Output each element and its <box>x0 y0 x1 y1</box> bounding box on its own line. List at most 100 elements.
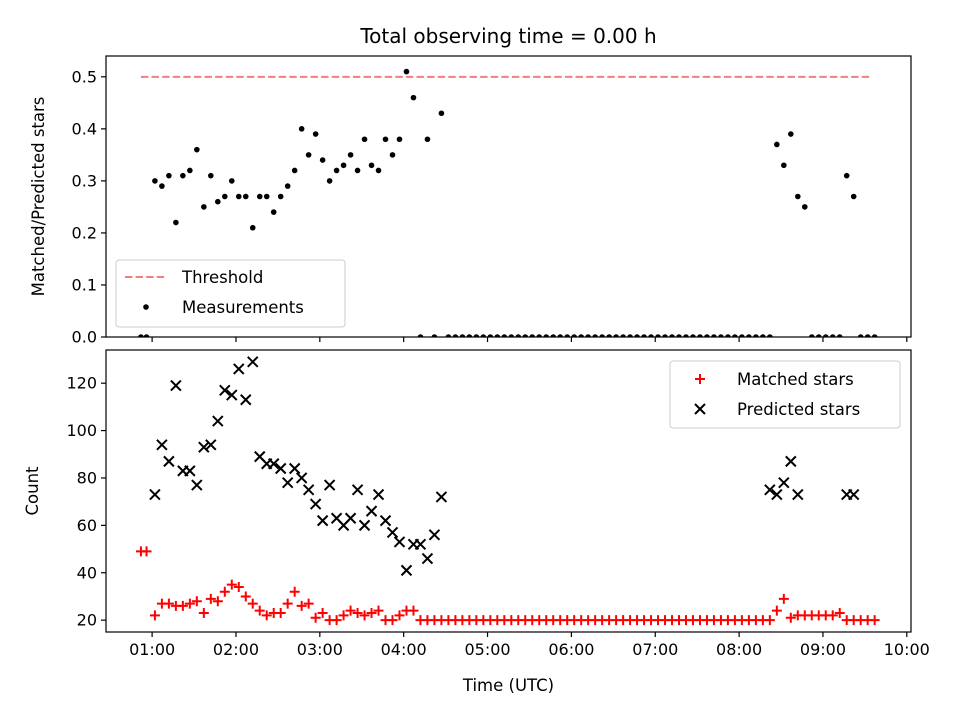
predicted-star-point <box>386 526 399 539</box>
measurement-point <box>815 334 822 337</box>
predicted-star-point <box>309 498 322 510</box>
measurement-point <box>557 334 564 337</box>
y-tick-label: 100 <box>66 421 97 440</box>
y-tick-label: 80 <box>77 468 97 487</box>
matched-star-point <box>282 598 293 609</box>
x-tick-label: 02:00 <box>213 640 259 659</box>
ratio-legend: Threshold Measurements <box>115 259 346 328</box>
measurement-point <box>613 334 619 337</box>
predicted-star-point <box>435 491 448 503</box>
measurement-point <box>843 172 850 179</box>
measurement-point <box>368 162 375 169</box>
measurements-series <box>138 68 878 337</box>
measurement-point <box>585 334 591 337</box>
predicted-star-point <box>184 465 196 477</box>
measurement-point <box>187 167 193 174</box>
legend-matched-swatch <box>695 374 705 384</box>
measurement-point <box>235 193 242 200</box>
matched-star-point <box>408 605 419 616</box>
legend-measurements-swatch <box>143 304 149 310</box>
measurement-point <box>215 198 221 205</box>
measurement-point <box>543 334 550 337</box>
matched-star-point <box>205 593 216 604</box>
count-plot: 01:00 02:00 03:00 04:00 05:00 06:00 07:00 08:00… <box>66 349 930 659</box>
matched-star-point <box>764 615 775 626</box>
y-tick-label: 0.5 <box>72 67 97 86</box>
matched-star-point <box>366 608 377 619</box>
matched-star-point <box>317 608 328 619</box>
matched-star-point <box>289 586 300 597</box>
measurement-point <box>291 167 298 174</box>
measurement-point <box>836 334 843 337</box>
measurement-point <box>801 204 808 210</box>
measurement-point <box>536 334 543 337</box>
measurement-point <box>263 193 270 200</box>
y-tick-label: 0.4 <box>72 119 97 138</box>
predicted-star-point <box>316 514 329 527</box>
measurement-point <box>445 334 452 337</box>
y-tick-label: 20 <box>77 611 97 630</box>
measurement-point <box>850 193 857 200</box>
measurement-point <box>592 334 598 337</box>
matched-star-point <box>359 610 370 621</box>
predicted-star-point <box>351 484 364 496</box>
measurement-point <box>753 334 759 337</box>
matched-star-point <box>233 581 244 592</box>
x-tick-label: 03:00 <box>297 640 343 659</box>
measurement-point <box>857 334 864 337</box>
x-tick-label: 05:00 <box>464 640 510 659</box>
measurement-point <box>829 334 836 337</box>
measurement-point <box>487 334 494 337</box>
matched-star-point <box>331 615 342 626</box>
matched-star-point <box>303 598 314 609</box>
predicted-star-point <box>764 484 776 496</box>
measurement-point <box>375 167 382 174</box>
measurement-point <box>473 334 480 337</box>
measurement-point <box>194 146 200 153</box>
predicted-star-point <box>358 519 371 532</box>
measurement-point <box>529 334 536 337</box>
matched-star-point <box>163 598 174 609</box>
measurement-point <box>228 178 235 184</box>
matched-star-point <box>219 586 230 597</box>
predicted-star-point <box>191 479 203 491</box>
x-tick-label: 06:00 <box>548 640 594 659</box>
ratio-y-axis-label: Matched/Predicted stars <box>29 97 48 297</box>
y-tick-label: 0.0 <box>72 328 97 347</box>
measurement-point <box>340 162 347 169</box>
predicted-star-point <box>268 458 280 470</box>
measurement-point <box>864 334 871 337</box>
matched-star-point <box>226 579 237 590</box>
matched-star-point <box>191 596 202 607</box>
measurement-point <box>760 334 766 337</box>
x-tick-label: 09:00 <box>800 640 846 659</box>
measurement-point <box>354 167 361 174</box>
measurement-point <box>732 334 738 337</box>
predicted-star-point <box>302 484 315 496</box>
measurement-point <box>166 172 172 179</box>
matched-star-point <box>254 605 265 616</box>
legend-matched-label: Matched stars <box>737 370 854 389</box>
predicted-star-point <box>379 514 392 527</box>
time-x-axis-label: Time (UTC) <box>462 676 554 695</box>
measurement-point <box>180 172 186 179</box>
measurement-point <box>697 334 703 337</box>
matched-star-point <box>771 605 782 616</box>
matched-star-point <box>827 610 838 621</box>
y-tick-label: 40 <box>77 563 97 582</box>
measurement-point <box>515 334 522 337</box>
matched-star-point <box>141 546 152 557</box>
x-tick-label: 04:00 <box>381 640 427 659</box>
predicted-star-point <box>372 488 385 501</box>
y-tick-label: 0.2 <box>72 223 97 242</box>
x-tick-label: 01:00 <box>129 640 175 659</box>
predicted-star-point <box>288 462 301 475</box>
measurement-point <box>808 334 815 337</box>
measurement-point <box>326 178 333 184</box>
measurement-point <box>641 334 647 337</box>
matched-star-point <box>387 615 398 626</box>
legend-predicted-label: Predicted stars <box>737 400 860 419</box>
measurement-point <box>655 334 661 337</box>
predicted-star-point <box>344 512 357 524</box>
